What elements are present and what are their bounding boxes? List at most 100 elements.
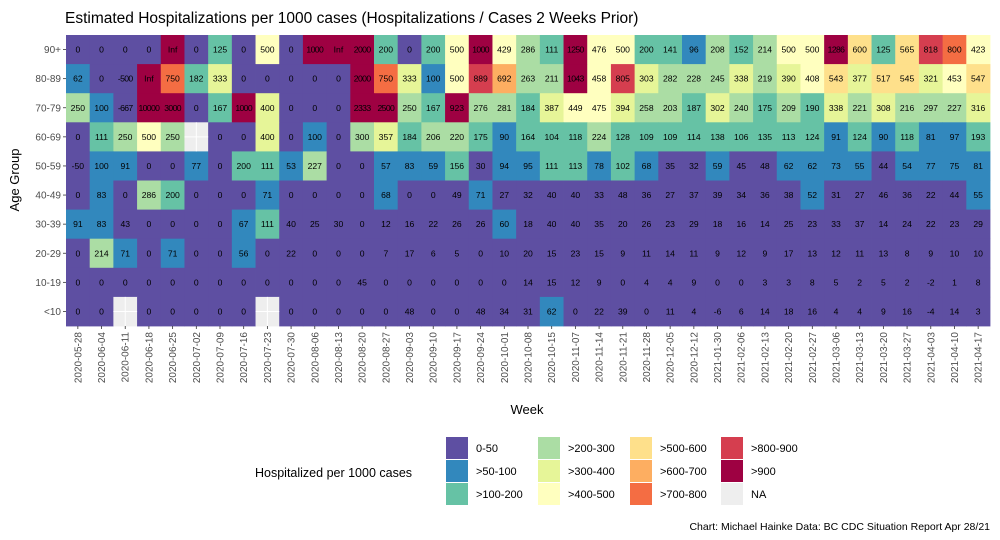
cell-value-label: 0 [241,306,246,316]
cell-value-label: 97 [950,132,960,142]
cell-value-label: 11 [689,248,698,258]
heatmap-cell [682,35,707,65]
heatmap-cell [302,180,328,210]
cell-value-label: 20 [523,248,533,258]
cell-value-label: 23 [808,219,818,229]
cell-value-label: 9 [715,248,720,258]
heatmap-cell [776,93,801,123]
heatmap-cell [66,93,91,123]
heatmap-cell [729,267,754,298]
cell-value-label: 208 [710,45,725,55]
heatmap-cell [918,267,944,298]
heatmap-cell [824,151,849,181]
heatmap-cell [966,151,991,181]
cell-value-label: 286 [521,45,536,55]
heatmap-cell [563,64,588,94]
cell-value-label: 40 [286,219,296,229]
cell-value-label: 20 [618,219,628,229]
cell-value-label: 221 [853,103,868,113]
cell-value-label: 16 [736,219,746,229]
cell-value-label: 90 [879,132,889,142]
cell-value-label: 34 [500,306,510,316]
cell-value-label: 0 [407,190,412,200]
heatmap-cell [800,35,825,65]
x-tick-label: 2021-02-20 [784,332,795,384]
heatmap-cell [279,93,304,123]
cell-value-label: 0 [360,190,365,200]
cell-value-label: 303 [639,74,654,84]
heatmap-cell [279,238,304,269]
cell-value-label: 23 [665,219,675,229]
heatmap-cell [918,93,944,123]
heatmap-cell [445,267,470,298]
heatmap-cell [160,151,185,181]
cell-value-label: 11 [666,306,675,316]
cell-value-label: 100 [94,161,109,171]
cell-value-label: 206 [426,132,441,142]
cell-value-label: 517 [876,74,891,84]
cell-value-label: 0 [289,103,294,113]
heatmap-cell [137,238,162,269]
cell-value-label: 6 [739,306,744,316]
cell-value-label: 0 [265,74,270,84]
heatmap-cell [847,35,872,65]
heatmap-cell [800,296,825,327]
heatmap-cell [350,64,375,94]
heatmap-cell [682,151,707,181]
heatmap-cell [516,180,541,210]
cell-value-label: 0 [312,248,317,258]
x-tick-label: 2021-04-03 [926,332,937,384]
cell-value-label: 5 [455,248,460,258]
heatmap-cell [634,209,659,240]
cell-value-label: 0 [170,161,175,171]
heatmap-cell [302,209,328,240]
heatmap-cell [682,93,707,123]
cell-value-label: 83 [97,219,107,229]
cell-value-label: 228 [687,74,702,84]
heatmap-cell [89,35,114,65]
cell-value-label: 1000 [235,103,253,113]
heatmap-cell [942,267,967,298]
heatmap-cell [610,180,636,210]
heatmap-cell [682,180,707,210]
cell-value-label: 44 [950,190,960,200]
cell-value-label: 59 [428,161,438,171]
cell-value-label: 104 [545,132,560,142]
heatmap-cell [374,122,399,152]
cell-value-label: 11 [642,248,651,258]
cell-value-label: 0 [241,190,246,200]
cell-value-label: 27 [855,190,865,200]
heatmap-cell [847,267,872,298]
heatmap-cell [350,267,375,298]
cell-value-label: 124 [805,132,820,142]
cell-value-label: 40 [571,190,581,200]
cell-value-label: 475 [592,103,607,113]
y-tick-label: 60-69 [35,132,61,143]
cell-value-label: 114 [687,132,701,142]
heatmap-cell [208,267,233,298]
cell-value-label: 0 [99,306,104,316]
heatmap-cell [634,238,659,269]
cell-value-label: 300 [355,132,370,142]
x-tick-label: 2020-10-08 [524,332,535,384]
heatmap-cell [942,35,967,65]
cell-value-label: -2 [927,277,935,287]
x-tick-label: 2020-07-02 [192,332,203,384]
legend-key-swatch [446,460,468,482]
legend-key-swatch [630,483,652,505]
cell-value-label: 23 [571,248,581,258]
heatmap-cell [208,180,233,210]
cell-value-label: 214 [758,45,773,55]
cell-value-label: 49 [452,190,462,200]
heatmap-cell [705,151,730,181]
heatmap-cell [658,151,683,181]
cell-value-label: 0 [218,132,223,142]
cell-value-label: 138 [710,132,725,142]
cell-value-label: 187 [687,103,702,113]
cell-value-label: 118 [900,132,914,142]
cell-value-label: 95 [523,161,533,171]
heatmap-cell [66,64,91,94]
heatmap-cell [255,35,280,65]
cell-value-label: 8 [976,277,981,287]
heatmap-cell [89,267,114,298]
